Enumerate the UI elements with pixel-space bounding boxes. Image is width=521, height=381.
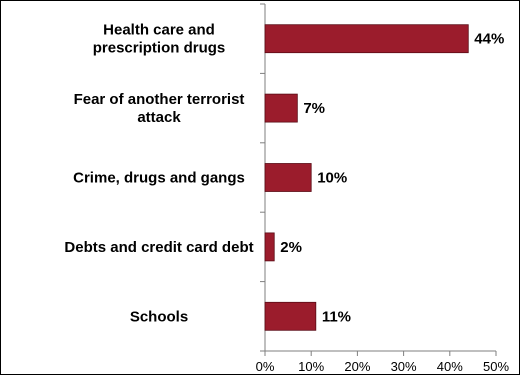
bar <box>264 232 275 262</box>
bar <box>264 163 312 192</box>
data-label: 11% <box>322 308 351 325</box>
category-label: Schools <box>130 308 188 325</box>
category-label: Health care and <box>103 22 215 39</box>
data-label: 7% <box>303 100 325 117</box>
x-tick-label: 50% <box>483 359 509 374</box>
category-label: attack <box>137 109 181 126</box>
bar <box>264 301 317 331</box>
category-label: Fear of another terrorist <box>74 91 245 108</box>
data-label: 10% <box>317 170 347 187</box>
x-tick-label: 10% <box>298 359 324 374</box>
category-label: Crime, drugs and gangs <box>73 170 245 187</box>
x-tick-label: 20% <box>344 359 370 374</box>
x-tick-label: 0% <box>256 359 275 374</box>
bar <box>264 24 469 54</box>
category-label: Debts and credit card debt <box>64 239 253 256</box>
bar <box>264 93 298 123</box>
data-label: 44% <box>474 31 504 48</box>
category-label: prescription drugs <box>93 40 226 57</box>
x-tick-label: 40% <box>437 359 463 374</box>
x-tick-label: 30% <box>391 359 417 374</box>
data-label: 2% <box>280 239 302 256</box>
